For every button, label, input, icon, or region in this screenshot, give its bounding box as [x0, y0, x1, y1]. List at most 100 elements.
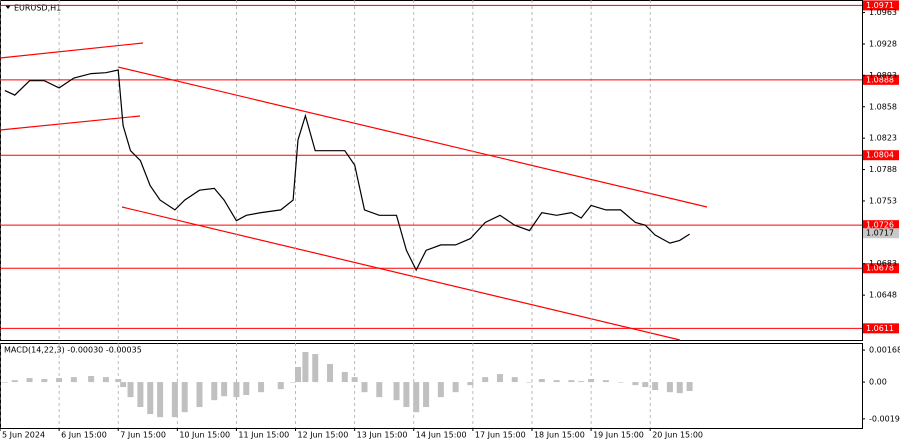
- macd-bar: [496, 374, 503, 383]
- y-tick-label: 1.0928: [869, 39, 897, 48]
- macd-bar: [243, 382, 250, 396]
- current-price-box: [863, 228, 899, 239]
- level-label-box: [863, 0, 899, 11]
- macd-bar: [312, 354, 319, 383]
- x-tick-label: 6 Jun 15:00: [61, 431, 107, 440]
- macd-bar: [452, 382, 459, 393]
- y-tick-label: 0.00: [869, 378, 887, 387]
- level-label: 1.0971: [866, 1, 894, 10]
- x-tick-label: 17 Jun 15:00: [475, 431, 526, 440]
- macd-bar: [221, 382, 228, 397]
- x-tick-label: 18 Jun 15:00: [534, 431, 585, 440]
- macd-bar: [467, 382, 474, 386]
- level-label-box: [863, 74, 899, 85]
- macd-bar: [26, 378, 33, 383]
- macd-bar: [56, 378, 63, 383]
- level-label-box: [863, 220, 899, 231]
- y-tick-label: -0.00193: [869, 414, 900, 423]
- trend-line: [0, 115, 141, 131]
- x-tick-label: 10 Jun 15:00: [179, 431, 230, 440]
- macd-bar: [171, 382, 178, 418]
- y-tick-label: 1.0893: [869, 71, 897, 80]
- macd-bar: [437, 382, 444, 398]
- main-frame: [0, 0, 863, 341]
- macd-bar: [666, 382, 673, 393]
- macd-bar: [233, 382, 240, 398]
- y-tick-label: 1.0963: [869, 8, 897, 17]
- macd-bar: [403, 382, 410, 408]
- macd-bar: [553, 380, 560, 383]
- x-tick-label: 19 Jun 15:00: [593, 431, 644, 440]
- macd-bar: [423, 382, 430, 408]
- macd-bar: [676, 382, 683, 394]
- macd-bar: [277, 382, 284, 390]
- macd-bar: [1, 382, 8, 383]
- macd-frame: [0, 343, 863, 429]
- macd-bar: [157, 382, 164, 418]
- level-label-box: [863, 323, 899, 334]
- macd-bar: [120, 382, 127, 388]
- level-label-box: [863, 263, 899, 274]
- current-price-label: 1.0717: [866, 229, 894, 238]
- y-tick-label: 1.0823: [869, 134, 897, 143]
- macd-bar: [115, 379, 122, 383]
- macd-bar: [302, 351, 309, 383]
- macd-bar: [578, 381, 585, 383]
- price-line: [4, 69, 690, 272]
- macd-bar: [538, 379, 545, 383]
- macd-bar: [376, 382, 383, 398]
- macd-bar: [181, 382, 188, 413]
- macd-bar: [88, 375, 95, 383]
- macd-bar: [295, 367, 302, 383]
- macd-bar: [351, 377, 358, 383]
- macd-bar: [137, 382, 144, 408]
- level-label: 1.0804: [866, 151, 894, 160]
- x-tick-label: 20 Jun 15:00: [652, 431, 703, 440]
- macd-bar: [393, 382, 400, 401]
- y-tick-label: 1.0788: [869, 165, 897, 174]
- macd-bar: [588, 379, 595, 383]
- macd-bar: [617, 382, 624, 383]
- macd-bar: [327, 363, 334, 383]
- macd-bar: [686, 382, 693, 392]
- trend-lines: [0, 42, 708, 341]
- macd-bar: [632, 382, 639, 386]
- level-label: 1.0678: [866, 264, 894, 273]
- x-tick-label: 11 Jun 15:00: [238, 431, 289, 440]
- x-tick-label: 7 Jun 15:00: [120, 431, 166, 440]
- macd-bar: [642, 382, 649, 388]
- macd-title: MACD(14,22,3) -0.00030 -0.00035: [4, 346, 142, 355]
- macd-bar: [602, 380, 609, 383]
- macd-bar: [258, 382, 265, 393]
- macd-bar: [652, 382, 659, 391]
- x-tick-label: 5 Jun 2024: [2, 431, 45, 440]
- macd-bar: [127, 382, 134, 398]
- macd-bar: [341, 371, 348, 383]
- trend-line: [0, 42, 144, 59]
- level-label-box: [863, 150, 899, 161]
- y-tick-label: 0.00168: [869, 346, 900, 355]
- y-tick-label: 1.0683: [869, 259, 897, 268]
- x-tick-label: 14 Jun 15:00: [416, 431, 467, 440]
- level-label: 1.0726: [866, 221, 894, 230]
- chart-title: EURUSD,H1: [14, 4, 61, 13]
- macd-bar: [196, 382, 203, 408]
- level-label: 1.0888: [866, 75, 894, 84]
- x-tick-label: 13 Jun 15:00: [357, 431, 408, 440]
- menu-triangle: [5, 5, 11, 9]
- macd-bar: [568, 380, 575, 383]
- macd-bar: [211, 382, 218, 401]
- macd-bar: [147, 382, 154, 415]
- macd-bar: [11, 380, 18, 383]
- macd-bar: [482, 377, 489, 383]
- x-tick-label: 12 Jun 15:00: [298, 431, 349, 440]
- trend-line: [121, 206, 681, 341]
- y-tick-label: 1.0858: [869, 102, 897, 111]
- macd-bar: [102, 377, 109, 383]
- macd-bar: [361, 382, 368, 393]
- macd-bar: [70, 377, 77, 383]
- level-label: 1.0611: [866, 324, 894, 333]
- macd-bar: [290, 382, 297, 383]
